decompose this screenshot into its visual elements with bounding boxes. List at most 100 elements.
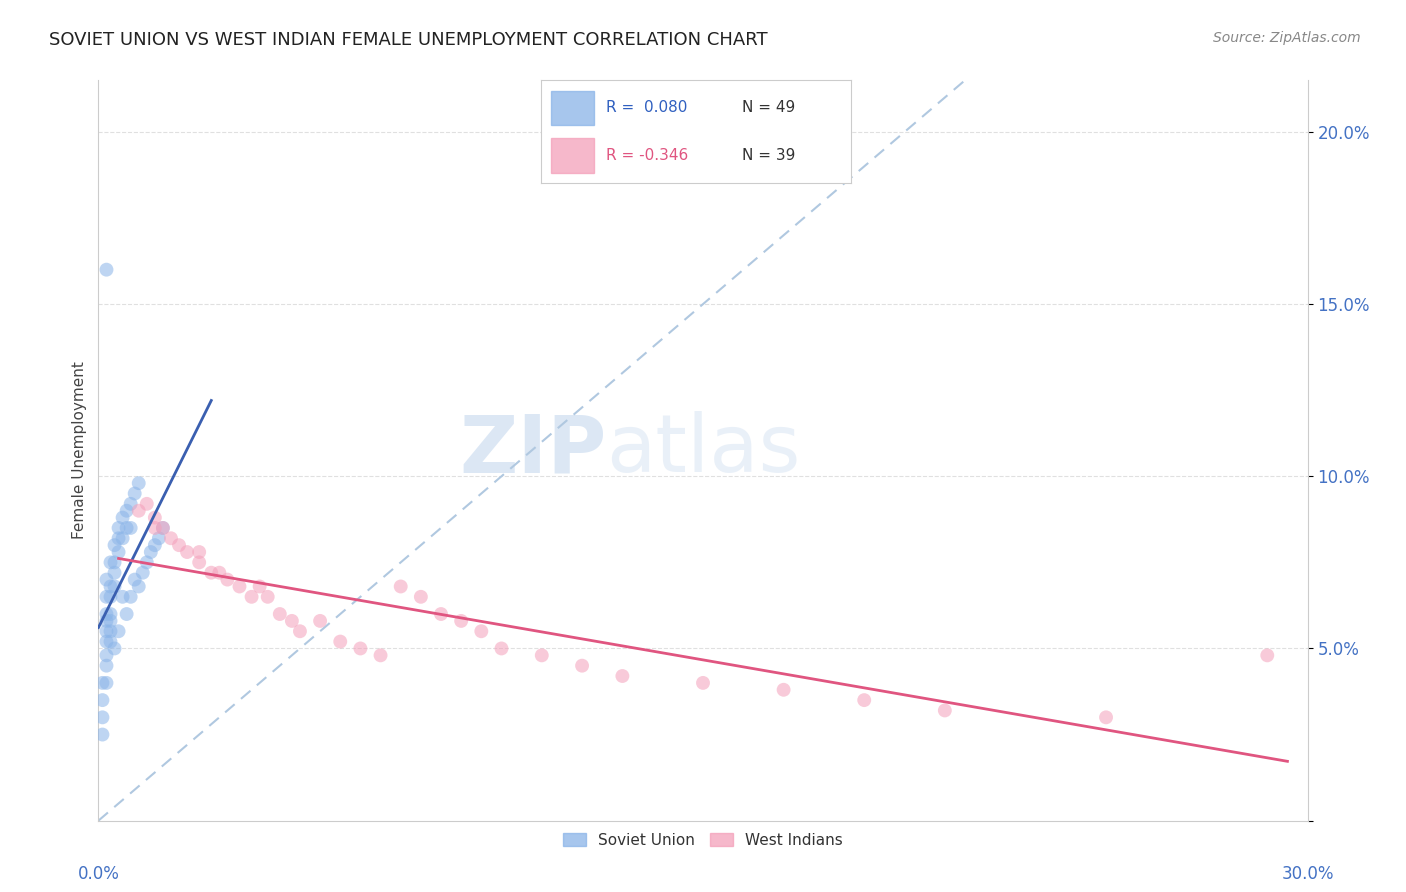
Point bbox=[135, 497, 157, 511]
Point bbox=[103, 566, 125, 580]
Point bbox=[132, 566, 155, 580]
Legend: Soviet Union, West Indians: Soviet Union, West Indians bbox=[557, 826, 849, 854]
Point bbox=[692, 676, 714, 690]
Point bbox=[111, 531, 134, 545]
Point bbox=[124, 573, 146, 587]
Bar bbox=[551, 137, 593, 173]
Point bbox=[120, 521, 142, 535]
Point bbox=[160, 531, 183, 545]
Point bbox=[853, 693, 876, 707]
Point bbox=[100, 590, 122, 604]
Point bbox=[370, 648, 392, 663]
Point bbox=[96, 658, 118, 673]
Point bbox=[103, 579, 125, 593]
Point bbox=[103, 555, 125, 569]
Point bbox=[100, 614, 122, 628]
Text: SOVIET UNION VS WEST INDIAN FEMALE UNEMPLOYMENT CORRELATION CHART: SOVIET UNION VS WEST INDIAN FEMALE UNEMP… bbox=[49, 31, 768, 49]
Point bbox=[100, 555, 122, 569]
Text: 30.0%: 30.0% bbox=[1281, 865, 1334, 883]
Point bbox=[470, 624, 492, 639]
Point bbox=[269, 607, 291, 621]
Point bbox=[115, 504, 138, 518]
Point bbox=[124, 486, 146, 500]
Point bbox=[1256, 648, 1278, 663]
Point bbox=[281, 614, 304, 628]
Point bbox=[128, 504, 150, 518]
Point bbox=[120, 590, 142, 604]
Point bbox=[176, 545, 198, 559]
Point bbox=[152, 521, 174, 535]
Point bbox=[96, 614, 118, 628]
Point bbox=[491, 641, 513, 656]
Point bbox=[167, 538, 190, 552]
Point bbox=[148, 531, 170, 545]
Point bbox=[288, 624, 311, 639]
Point bbox=[152, 521, 174, 535]
Point bbox=[96, 648, 118, 663]
Point bbox=[200, 566, 222, 580]
Point bbox=[111, 510, 134, 524]
Point bbox=[100, 579, 122, 593]
Point bbox=[349, 641, 371, 656]
Bar bbox=[551, 91, 593, 126]
Point bbox=[96, 634, 118, 648]
Point bbox=[240, 590, 263, 604]
Point bbox=[329, 634, 352, 648]
Point bbox=[96, 624, 118, 639]
Point bbox=[107, 545, 129, 559]
Point bbox=[143, 510, 166, 524]
Text: N = 39: N = 39 bbox=[742, 148, 796, 162]
Point bbox=[430, 607, 453, 621]
Point bbox=[107, 521, 129, 535]
Point bbox=[208, 566, 231, 580]
Point bbox=[772, 682, 794, 697]
Point bbox=[389, 579, 412, 593]
Point bbox=[120, 497, 142, 511]
Point bbox=[228, 579, 250, 593]
Text: R = -0.346: R = -0.346 bbox=[606, 148, 689, 162]
Point bbox=[107, 531, 129, 545]
Text: ZIP: ZIP bbox=[458, 411, 606, 490]
Point bbox=[139, 545, 162, 559]
Point bbox=[91, 676, 114, 690]
Point bbox=[115, 521, 138, 535]
Text: Source: ZipAtlas.com: Source: ZipAtlas.com bbox=[1213, 31, 1361, 45]
Point bbox=[135, 555, 157, 569]
Point bbox=[188, 555, 211, 569]
Point bbox=[128, 476, 150, 491]
Point bbox=[96, 607, 118, 621]
Point bbox=[143, 521, 166, 535]
Point bbox=[100, 607, 122, 621]
Point bbox=[103, 538, 125, 552]
Y-axis label: Female Unemployment: Female Unemployment bbox=[72, 361, 87, 540]
Text: 0.0%: 0.0% bbox=[77, 865, 120, 883]
Point bbox=[115, 607, 138, 621]
Point bbox=[91, 693, 114, 707]
Point bbox=[91, 727, 114, 741]
Point bbox=[934, 703, 956, 717]
Point bbox=[96, 590, 118, 604]
Point bbox=[100, 634, 122, 648]
Point bbox=[143, 538, 166, 552]
Point bbox=[1095, 710, 1118, 724]
Point bbox=[249, 579, 271, 593]
Point bbox=[450, 614, 472, 628]
Point bbox=[309, 614, 332, 628]
Point bbox=[96, 573, 118, 587]
Point bbox=[100, 624, 122, 639]
Point bbox=[530, 648, 553, 663]
Point bbox=[188, 545, 211, 559]
Text: N = 49: N = 49 bbox=[742, 101, 796, 115]
Point bbox=[612, 669, 634, 683]
Point bbox=[96, 262, 118, 277]
Point bbox=[107, 624, 129, 639]
Point bbox=[103, 641, 125, 656]
Point bbox=[217, 573, 239, 587]
Point bbox=[96, 676, 118, 690]
Point bbox=[571, 658, 593, 673]
Point bbox=[111, 590, 134, 604]
Point bbox=[91, 710, 114, 724]
Point bbox=[409, 590, 432, 604]
Text: R =  0.080: R = 0.080 bbox=[606, 101, 688, 115]
Point bbox=[128, 579, 150, 593]
